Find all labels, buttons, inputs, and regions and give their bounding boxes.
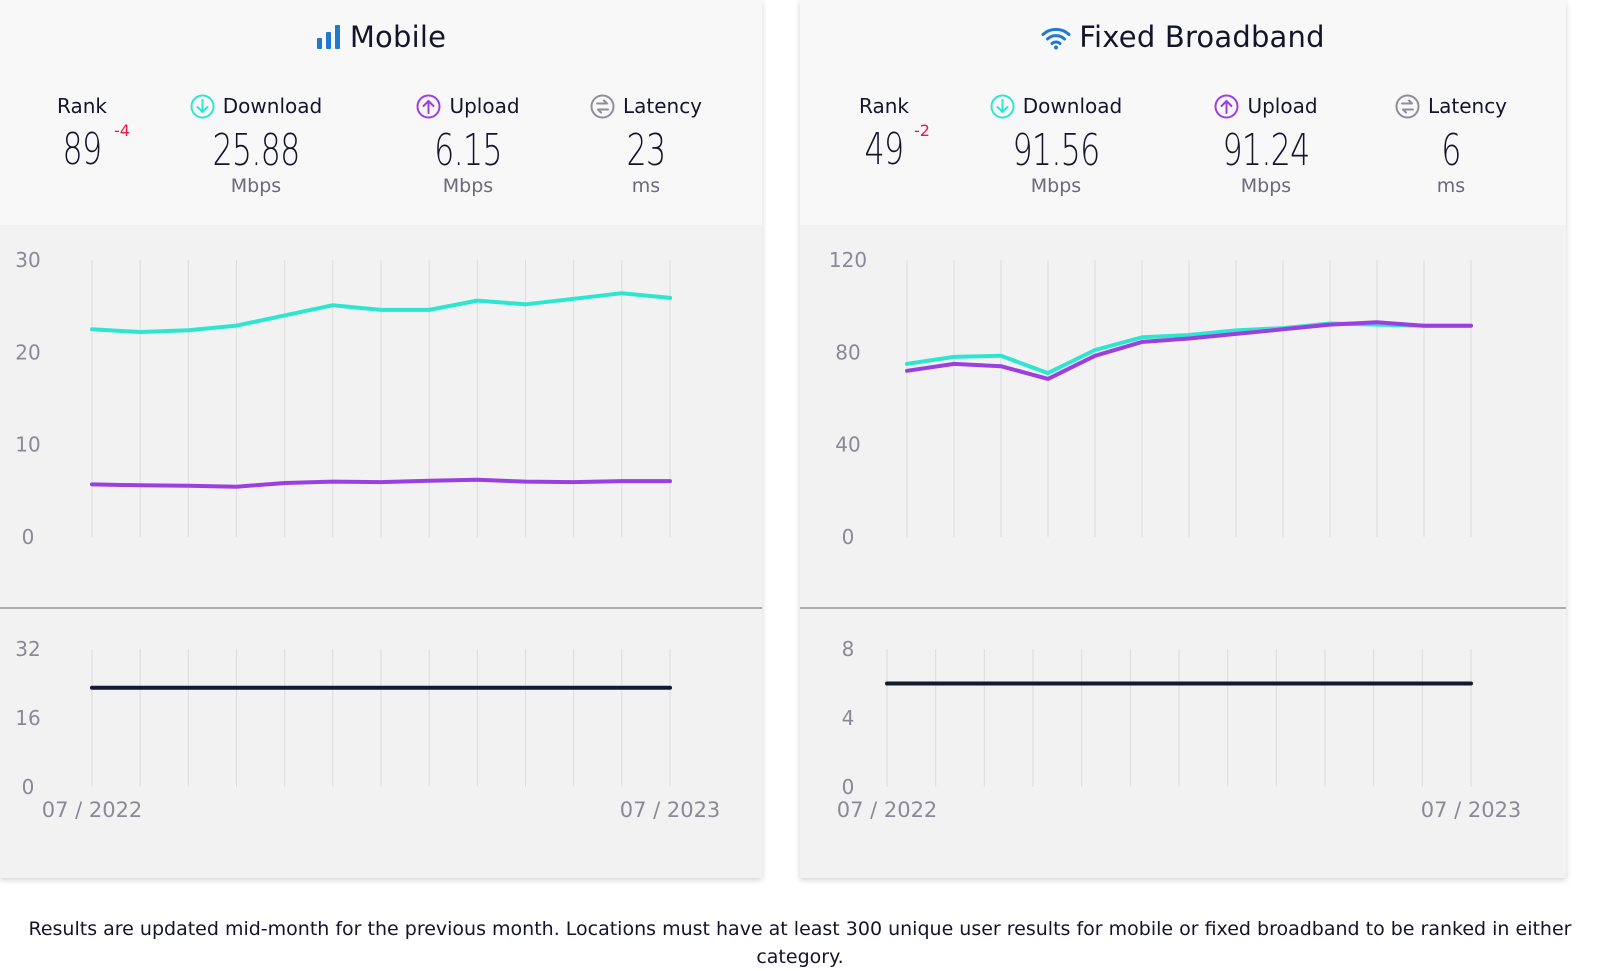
mobile-upload: Upload 6.15 Mbps — [396, 94, 540, 197]
upload-arrow-icon — [1214, 94, 1247, 119]
upload-label: Upload — [1247, 94, 1318, 118]
latency-ytick-label: 0 — [22, 775, 35, 799]
rank-value: 89 — [62, 124, 103, 175]
latency-label: Latency — [622, 94, 703, 118]
latency-value: 23 — [626, 125, 667, 176]
broadband-panel-title: Fixed Broadband — [800, 20, 1566, 54]
download-label: Download — [222, 94, 323, 118]
latency-ytick-label: 16 — [15, 706, 40, 730]
speed-ytick-label: 0 — [842, 525, 855, 549]
latency-unit: ms — [1436, 175, 1466, 197]
upload-value: 91.24 — [1222, 125, 1310, 176]
signal-bars-icon — [316, 20, 350, 54]
upload-label: Upload — [449, 94, 520, 118]
wifi-icon — [1041, 20, 1079, 54]
latency-ytick-label: 0 — [842, 775, 855, 799]
upload-series-line — [90, 477, 672, 489]
latency-icon — [590, 94, 623, 119]
mobile-rank: Rank 89 — [52, 94, 112, 172]
footer-note: Results are updated mid-month for the pr… — [28, 918, 1572, 968]
broadband-chart: 0 40 80 120 0 4 8 07 / 2022 07 / 2023 — [800, 248, 1566, 822]
rank-value: 49 — [864, 124, 905, 175]
speed-ytick-label: 40 — [835, 433, 860, 457]
download-unit: Mbps — [230, 175, 282, 197]
upload-unit: Mbps — [442, 175, 494, 197]
upload-arrow-icon — [416, 94, 449, 119]
x-start-label: 07 / 2022 — [42, 798, 143, 822]
mobile-panel: Mobile Rank 89 -4 Download 25.88 Mbps Up… — [0, 0, 762, 878]
speed-ytick-label: 80 — [835, 340, 860, 364]
mobile-download: Download 25.88 Mbps — [176, 94, 336, 197]
latency-ytick-label: 4 — [842, 706, 855, 730]
broadband-download: Download 91.56 Mbps — [976, 94, 1136, 197]
speed-ytick-label: 10 — [15, 433, 40, 457]
broadband-title-text: Fixed Broadband — [1079, 20, 1325, 54]
download-arrow-icon — [990, 94, 1023, 119]
x-end-label: 07 / 2023 — [1421, 798, 1522, 822]
x-start-label: 07 / 2022 — [837, 798, 938, 822]
upload-unit: Mbps — [1240, 175, 1292, 197]
latency-icon — [1395, 94, 1428, 119]
broadband-latency: Latency 6 ms — [1388, 94, 1514, 197]
rank-label: Rank — [859, 94, 909, 118]
broadband-upload: Upload 91.24 Mbps — [1196, 94, 1336, 197]
latency-ytick-label: 32 — [15, 637, 40, 661]
download-series-line — [905, 321, 1473, 376]
speed-ytick-label: 120 — [829, 248, 867, 272]
broadband-panel-header: Fixed Broadband Rank 49 -2 Download 91.5… — [800, 0, 1566, 225]
rank-change-badge: -2 — [914, 121, 930, 140]
mobile-chart: 0 10 20 30 0 16 32 07 / 2022 07 / 2023 — [0, 248, 762, 822]
mobile-title-text: Mobile — [349, 20, 447, 54]
download-label: Download — [1022, 94, 1123, 118]
rank-change-badge: -4 — [114, 121, 130, 140]
latency-ytick-label: 8 — [842, 637, 855, 661]
upload-value: 6.15 — [434, 125, 502, 176]
mobile-panel-title: Mobile — [0, 20, 762, 54]
x-end-label: 07 / 2023 — [620, 798, 721, 822]
rank-label: Rank — [57, 94, 107, 118]
upload-series-line — [905, 320, 1473, 381]
latency-unit: ms — [631, 175, 661, 197]
speed-ytick-label: 30 — [15, 248, 40, 272]
speed-ytick-label: 0 — [22, 525, 35, 549]
mobile-latency: Latency 23 ms — [584, 94, 708, 197]
latency-label: Latency — [1427, 94, 1508, 118]
latency-value: 6 — [1441, 125, 1461, 176]
download-series-line — [90, 291, 672, 334]
speed-ytick-label: 20 — [15, 340, 40, 364]
mobile-panel-header: Mobile Rank 89 -4 Download 25.88 Mbps Up… — [0, 0, 762, 225]
download-arrow-icon — [190, 94, 223, 119]
broadband-rank: Rank 49 — [854, 94, 914, 172]
download-unit: Mbps — [1030, 175, 1082, 197]
download-value: 25.88 — [212, 125, 300, 176]
download-value: 91.56 — [1012, 125, 1100, 176]
broadband-panel: Fixed Broadband Rank 49 -2 Download 91.5… — [800, 0, 1566, 878]
